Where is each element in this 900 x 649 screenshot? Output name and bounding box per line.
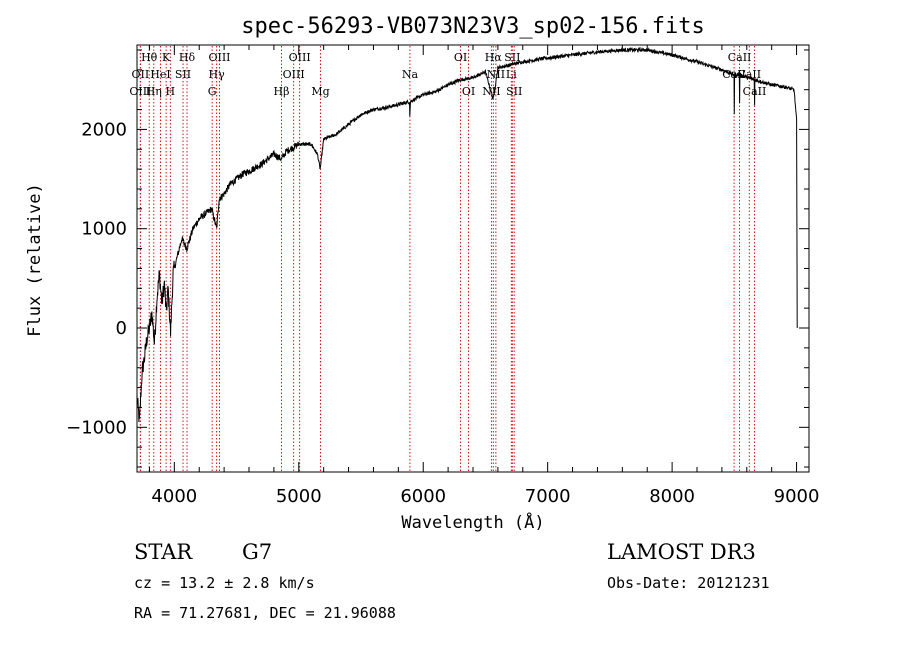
spectral-label-7: SII [504, 51, 520, 64]
spectral-label-4: OIII [289, 51, 311, 64]
plot-frame [136, 44, 810, 473]
x-tick-label-9000: 9000 [774, 486, 820, 507]
coordinates-readout: RA = 71.27681, DEC = 21.96088 [134, 604, 396, 622]
spectral-label-6: Hα [485, 51, 503, 64]
spectral-label-15: NII [487, 68, 505, 81]
spectral-label-18: CaII [737, 68, 761, 81]
spectral-line-markers [139, 46, 755, 471]
spectral-label-0: Hθ [141, 51, 158, 64]
redshift-readout: cz = 13.2 ± 2.8 km/s [134, 574, 315, 592]
spectral-label-9: OII [132, 68, 150, 81]
spectral-label-23: Hβ [274, 85, 290, 98]
object-class: STAR [134, 540, 193, 564]
y-tick-label-0: 0 [116, 318, 127, 339]
spectral-label-25: OI [462, 85, 475, 98]
spectral-label-24: Mg [311, 85, 329, 98]
x-tick-label-7000: 7000 [525, 486, 571, 507]
spectral-label-21: H [166, 85, 176, 98]
x-tick-label-5000: 5000 [276, 486, 322, 507]
flux-series-line [136, 46, 798, 423]
spectral-label-14: Na [402, 68, 419, 81]
spectral-label-1: K [162, 51, 171, 64]
spectral-label-3: OIII [208, 51, 230, 64]
axis-ticks [137, 45, 809, 472]
y-tick-label--1000: −1000 [66, 417, 127, 438]
chart-title: spec-56293-VB073N23V3_sp02-156.fits [241, 14, 705, 39]
spectral-label-27: SII [506, 85, 522, 98]
obs-date: Obs-Date: 20121231 [607, 574, 770, 592]
spectral-label-13: OIII [283, 68, 305, 81]
spectral-label-10: HeI [150, 68, 170, 81]
axis-tick-labels: 4000 5000 6000 7000 8000 9000 −1000 0 1000 2000 [66, 119, 819, 507]
spectral-label-20: Hη [146, 85, 162, 98]
spectrum-chart: spec-56293-VB073N23V3_sp02-156.fits Hθ K H… [25, 14, 819, 533]
spectral-label-8: CaII [728, 51, 752, 64]
survey-label: LAMOST DR3 [607, 540, 756, 564]
spectral-label-19: OIII [129, 85, 151, 98]
spectral-label-16: Li [506, 68, 517, 81]
x-tick-label-6000: 6000 [400, 486, 446, 507]
spectral-label-5: OI [454, 51, 467, 64]
object-subclass: G7 [242, 540, 273, 564]
spectral-label-11: SII [175, 68, 191, 81]
spectral-label-12: Hγ [209, 68, 226, 81]
y-tick-label-1000: 1000 [81, 219, 127, 240]
spectral-label-2: Hδ [179, 51, 196, 64]
y-axis-label: Flux (relative) [25, 183, 45, 337]
x-tick-label-4000: 4000 [151, 486, 197, 507]
x-axis-label: Wavelength (Å) [401, 511, 544, 533]
spectral-label-22: G [208, 85, 217, 98]
x-tick-label-8000: 8000 [649, 486, 695, 507]
y-tick-label-2000: 2000 [81, 119, 127, 140]
